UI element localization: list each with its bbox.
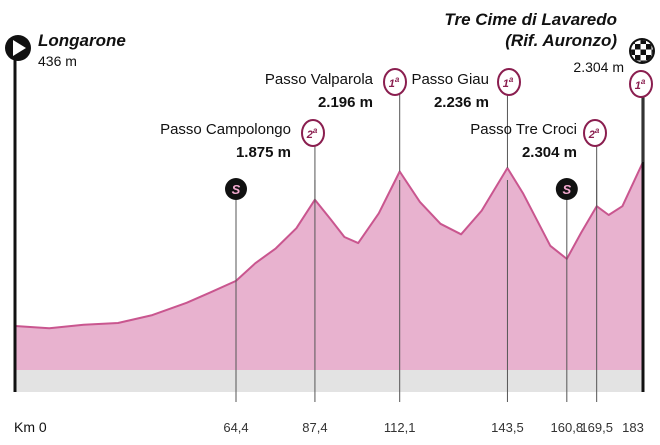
checkered-flag-square xyxy=(646,44,652,50)
finish-altitude: 2.304 m xyxy=(573,59,624,75)
sprint-label: S xyxy=(232,182,241,197)
climb-category-label: 1a xyxy=(503,75,514,90)
climb-altitude-campolongo: 1.875 m xyxy=(236,144,291,161)
climb-name-valparola: Passo Valparola xyxy=(265,71,374,88)
finish-name-line1: Tre Cime di Lavaredo xyxy=(444,10,617,29)
km-tick-label: 160,8 xyxy=(551,420,584,435)
checkered-flag-square xyxy=(635,44,641,50)
climb-altitude-giau: 2.236 m xyxy=(434,94,489,111)
km-tick-label: 169,5 xyxy=(580,420,613,435)
finish-name-line2: (Rif. Auronzo) xyxy=(505,31,617,50)
checkered-flag-square xyxy=(651,49,653,55)
climb-name-tre-croci: Passo Tre Croci xyxy=(470,121,577,138)
start-name: Longarone xyxy=(38,31,126,50)
climb-altitude-valparola: 2.196 m xyxy=(318,94,373,111)
km-tick-label: 183 xyxy=(622,420,644,435)
climb-name-giau: Passo Giau xyxy=(411,71,489,88)
climb-name-campolongo: Passo Campolongo xyxy=(160,121,291,138)
sprint-badge xyxy=(555,178,578,200)
play-icon-triangle xyxy=(13,40,26,56)
start-altitude: 436 m xyxy=(38,53,77,69)
climb-category-label: 1a xyxy=(635,77,646,92)
climb-category-badge xyxy=(629,70,653,98)
checkered-flag-square xyxy=(635,55,641,61)
sprint-badge xyxy=(225,178,248,200)
km-tick-label: Km 0 xyxy=(14,419,47,435)
climb-category-badge xyxy=(497,68,521,96)
profile-area xyxy=(15,162,643,370)
climb-category-badge xyxy=(583,119,607,147)
checkered-flag-square xyxy=(640,40,646,44)
checkered-flag-square xyxy=(631,49,635,55)
climb-category-badge xyxy=(383,68,407,96)
checkered-flag-square xyxy=(640,60,646,62)
km-tick-label: 87,4 xyxy=(302,420,327,435)
km-tick-label: 64,4 xyxy=(223,420,248,435)
checkered-flag-square xyxy=(646,55,652,61)
checkered-flag-grid xyxy=(631,40,653,62)
sprint-label: S xyxy=(562,182,571,197)
profile-base-band xyxy=(15,370,643,392)
climb-altitude-tre-croci: 2.304 m xyxy=(522,144,577,161)
climb-category-badge xyxy=(301,119,325,147)
km-tick-label: 143,5 xyxy=(491,420,524,435)
checkered-flag-square xyxy=(640,49,646,55)
climb-category-label: 1a xyxy=(389,75,400,90)
km-tick-label: 112,1 xyxy=(384,420,416,435)
checkered-flag-square xyxy=(651,60,653,62)
